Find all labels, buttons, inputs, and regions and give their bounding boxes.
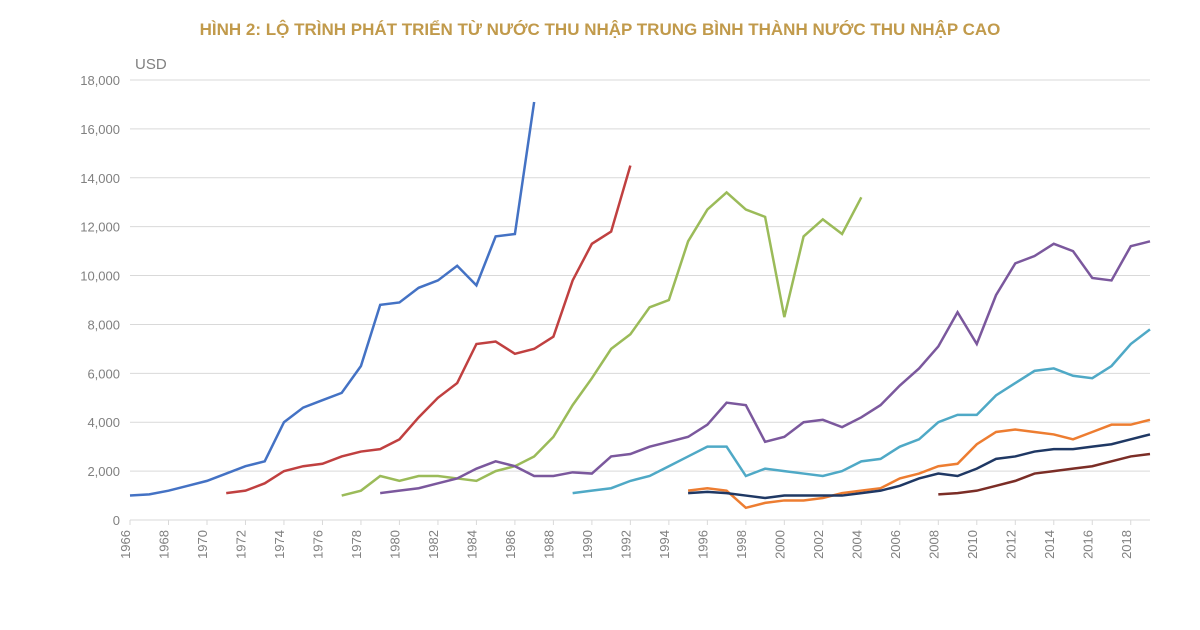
x-tick-label: 1972 [233, 530, 248, 559]
y-tick-label: 2,000 [87, 464, 120, 479]
y-tick-label: 0 [113, 513, 120, 528]
series-cyan [573, 329, 1150, 493]
x-tick-label: 1998 [734, 530, 749, 559]
series-navy [688, 434, 1150, 498]
x-tick-label: 2014 [1042, 530, 1057, 559]
x-tick-label: 1982 [426, 530, 441, 559]
x-tick-label: 1992 [618, 530, 633, 559]
chart-container: HÌNH 2: LỘ TRÌNH PHÁT TRIỂN TỪ NƯỚC THU … [0, 0, 1200, 630]
x-tick-label: 2000 [772, 530, 787, 559]
x-tick-label: 1974 [272, 530, 287, 559]
y-tick-label: 4,000 [87, 415, 120, 430]
x-tick-label: 1984 [464, 530, 479, 559]
x-tick-label: 2004 [849, 530, 864, 559]
chart-area: USD 0 2,000 4,000 6,000 8,000 10,000 12,000 14,… [30, 50, 1170, 590]
x-tick-label: 1970 [195, 530, 210, 559]
chart-title: HÌNH 2: LỘ TRÌNH PHÁT TRIỂN TỪ NƯỚC THU … [30, 20, 1170, 40]
x-tick-label: 2012 [1003, 530, 1018, 559]
x-tick-label: 1996 [695, 530, 710, 559]
y-tick-label: 10,000 [80, 269, 120, 284]
series-darkred [938, 454, 1150, 494]
x-tick-label: 1990 [580, 530, 595, 559]
y-tick-label: 14,000 [80, 171, 120, 186]
series-red [226, 166, 630, 494]
x-tick-label: 2008 [926, 530, 941, 559]
y-axis-label: USD [135, 56, 167, 73]
x-tick-label: 2018 [1119, 530, 1134, 559]
x-tick-label: 1978 [349, 530, 364, 559]
series-orange [688, 420, 1150, 508]
x-tick-label: 1966 [118, 530, 133, 559]
x-tick-label: 1988 [541, 530, 556, 559]
x-tick-label: 2016 [1080, 530, 1095, 559]
x-tick-label: 1980 [387, 530, 402, 559]
series-blue [130, 102, 534, 496]
y-tick-label: 18,000 [80, 73, 120, 88]
x-tick-label: 2002 [811, 530, 826, 559]
x-tick-label: 1968 [156, 530, 171, 559]
y-tick-label: 16,000 [80, 122, 120, 137]
x-tick-label: 2006 [888, 530, 903, 559]
y-tick-label: 6,000 [87, 366, 120, 381]
x-tick-label: 2010 [965, 530, 980, 559]
x-tick-label: 1986 [503, 530, 518, 559]
y-tick-label: 8,000 [87, 317, 120, 332]
chart-svg: 0 2,000 4,000 6,000 8,000 10,000 12,000 14,000 1… [30, 50, 1170, 590]
series-purple [380, 241, 1150, 493]
x-tick-label: 1976 [310, 530, 325, 559]
x-tick-label: 1994 [657, 530, 672, 559]
y-tick-label: 12,000 [80, 220, 120, 235]
